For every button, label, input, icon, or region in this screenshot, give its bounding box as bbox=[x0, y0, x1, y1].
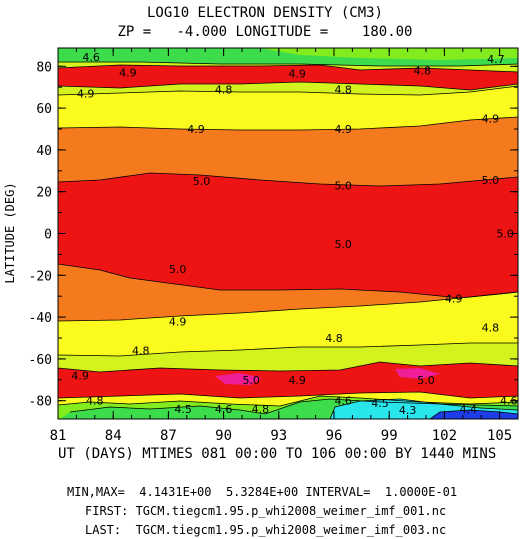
y-tick-label: -60 bbox=[29, 353, 52, 368]
band-5-0-5-1-equator bbox=[58, 173, 518, 298]
x-tick-label: 90 bbox=[215, 428, 232, 444]
contour-label: 4.9 bbox=[169, 315, 187, 328]
contour-label: 4.9 bbox=[187, 123, 205, 136]
y-tick-label: 0 bbox=[44, 228, 52, 243]
contour-label: 4.9 bbox=[445, 292, 463, 305]
contour-label: 4.9 bbox=[119, 67, 137, 80]
contour-label: 4.8 bbox=[334, 83, 352, 96]
contour-label: 4.8 bbox=[325, 332, 343, 345]
x-tick-label: 96 bbox=[326, 428, 343, 444]
contour-label: 4.6 bbox=[334, 395, 352, 408]
x-tick-label: 102 bbox=[432, 428, 457, 444]
contour-label: 4.8 bbox=[252, 403, 270, 416]
band-5-1-south-b bbox=[395, 368, 440, 379]
band-below-4-4-south bbox=[430, 410, 518, 419]
y-tick-label: -40 bbox=[29, 311, 52, 326]
y-axis-label: LATITUDE (DEG) bbox=[3, 182, 17, 283]
contour-label: 5.0 bbox=[193, 175, 211, 188]
y-tick-labels: 80 60 40 20 0 -20 -40 -60 -80 bbox=[29, 60, 52, 409]
contour-field: 4.6 4.7 4.9 4.9 4.8 4.9 4.8 4.8 4.9 4.9 4.9 5.0 5.0 5… bbox=[58, 48, 518, 419]
contour-label: 5.0 bbox=[496, 228, 514, 241]
contour-label: 5.0 bbox=[242, 374, 260, 387]
y-tick-label: 60 bbox=[36, 102, 52, 117]
axis-ticks bbox=[57, 48, 519, 419]
x-tick-labels: 81 84 87 90 93 96 99 102 105 bbox=[50, 428, 513, 444]
contour-label: 5.0 bbox=[334, 179, 352, 192]
y-tick-label: -80 bbox=[29, 395, 52, 410]
chart-title: LOG10 ELECTRON DENSITY (CM3) bbox=[147, 5, 383, 21]
contour-label: 5.0 bbox=[417, 374, 435, 387]
x-tick-label: 99 bbox=[381, 428, 398, 444]
contour-label: 4.8 bbox=[414, 64, 432, 77]
contour-label: 4.9 bbox=[288, 68, 306, 81]
contour-label: 4.9 bbox=[77, 87, 95, 100]
contour-label: 4.6 bbox=[82, 51, 100, 64]
footer-minmax: MIN,MAX= 4.1431E+00 5.3284E+00 INTERVAL=… bbox=[67, 485, 457, 499]
y-tick-label: -20 bbox=[29, 269, 52, 284]
y-tick-label: 20 bbox=[36, 186, 52, 201]
y-tick-label: 80 bbox=[36, 60, 52, 75]
band-5-0-5-1-north bbox=[58, 65, 518, 90]
chart-subtitle: ZP = -4.000 LONGITUDE = 180.00 bbox=[117, 24, 412, 40]
contour-label: 4.9 bbox=[288, 374, 306, 387]
footer-last-file: LAST: TGCM.tiegcm1.95.p_whi2008_weimer_i… bbox=[85, 523, 446, 537]
contour-label: 4.6 bbox=[500, 395, 518, 408]
contour-label: 5.0 bbox=[482, 174, 500, 187]
x-tick-label: 84 bbox=[105, 428, 122, 444]
band-5-1-south-a bbox=[215, 373, 262, 385]
contour-label: 4.9 bbox=[71, 370, 89, 383]
contour-label: 4.3 bbox=[399, 404, 417, 417]
contour-lines bbox=[58, 61, 518, 419]
contour-label: 4.7 bbox=[487, 53, 505, 66]
contour-label: 4.4 bbox=[460, 403, 478, 416]
contour-label: 5.0 bbox=[169, 263, 187, 276]
contour-label: 4.6 bbox=[215, 403, 233, 416]
contour-label: 5.0 bbox=[334, 238, 352, 251]
contour-label: 4.9 bbox=[482, 113, 500, 126]
contour-label: 4.8 bbox=[86, 395, 104, 408]
x-tick-label: 105 bbox=[487, 428, 512, 444]
contour-label: 4.8 bbox=[215, 83, 233, 96]
contour-labels: 4.6 4.7 4.9 4.9 4.8 4.9 4.8 4.8 4.9 4.9 4.9 5.0 5.0 5… bbox=[71, 51, 517, 417]
contour-label: 4.9 bbox=[334, 123, 352, 136]
x-tick-label: 81 bbox=[50, 428, 67, 444]
footer-first-file: FIRST: TGCM.tiegcm1.95.p_whi2008_weimer_… bbox=[85, 504, 446, 518]
x-axis-label: UT (DAYS) MTIMES 081 00:00 TO 106 00:00 … bbox=[58, 446, 496, 462]
contour-label: 4.5 bbox=[371, 397, 389, 410]
contour-label: 4.8 bbox=[132, 345, 150, 358]
contour-label: 4.5 bbox=[174, 403, 192, 416]
x-tick-label: 93 bbox=[270, 428, 287, 444]
x-tick-label: 87 bbox=[160, 428, 177, 444]
contour-label: 4.8 bbox=[482, 322, 500, 335]
y-tick-label: 40 bbox=[36, 144, 52, 159]
